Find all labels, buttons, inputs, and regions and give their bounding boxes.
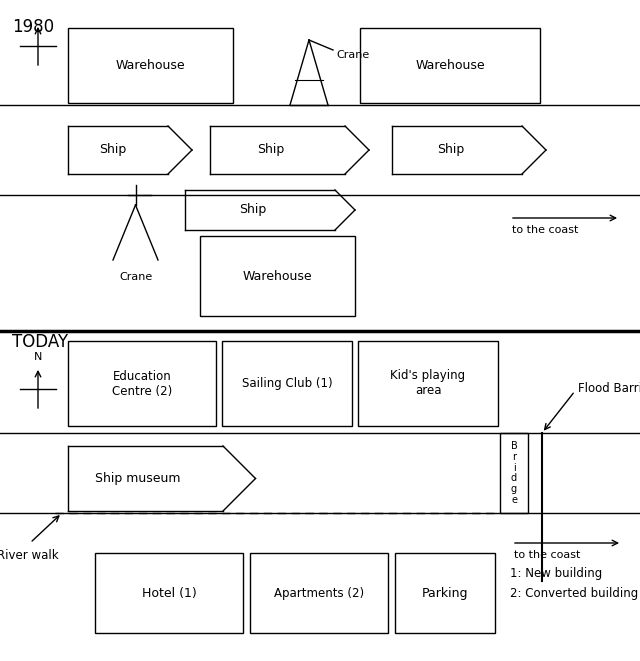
Text: Ship museum: Ship museum: [95, 472, 180, 485]
Text: Crane: Crane: [336, 50, 369, 60]
Text: N: N: [34, 352, 42, 362]
Text: Crane: Crane: [119, 272, 152, 282]
Text: Ship: Ship: [437, 143, 464, 157]
Bar: [68, 28, 233, 103]
Bar: [200, 236, 355, 316]
Text: Flood Barrier: Flood Barrier: [578, 383, 640, 395]
Text: Warehouse: Warehouse: [415, 59, 485, 72]
Text: Kid's playing
area: Kid's playing area: [390, 369, 465, 397]
Text: Sailing Club (1): Sailing Club (1): [242, 377, 332, 390]
Text: Ship: Ship: [99, 143, 127, 157]
Text: Ship: Ship: [257, 143, 284, 157]
Text: Education
Centre (2): Education Centre (2): [112, 369, 172, 397]
Bar: [68, 341, 216, 426]
Text: Warehouse: Warehouse: [243, 270, 312, 282]
Bar: [95, 553, 243, 633]
Text: TODAY: TODAY: [12, 333, 68, 351]
Text: River walk: River walk: [0, 549, 59, 562]
Text: Parking: Parking: [422, 586, 468, 600]
Bar: [250, 553, 388, 633]
Text: Warehouse: Warehouse: [116, 59, 186, 72]
Text: to the coast: to the coast: [512, 225, 579, 235]
Text: Ship: Ship: [239, 204, 266, 217]
Bar: [500, 433, 528, 513]
Text: 1: New building: 1: New building: [510, 566, 602, 580]
Text: 1980: 1980: [12, 18, 54, 36]
Bar: [395, 553, 495, 633]
Text: Hotel (1): Hotel (1): [141, 586, 196, 600]
Text: Apartments (2): Apartments (2): [274, 586, 364, 600]
Bar: [358, 341, 498, 426]
Bar: [360, 28, 540, 103]
Text: B
r
i
d
g
e: B r i d g e: [511, 441, 517, 505]
Text: to the coast: to the coast: [514, 550, 580, 560]
Text: 2: Converted building: 2: Converted building: [510, 586, 638, 600]
Bar: [222, 341, 352, 426]
